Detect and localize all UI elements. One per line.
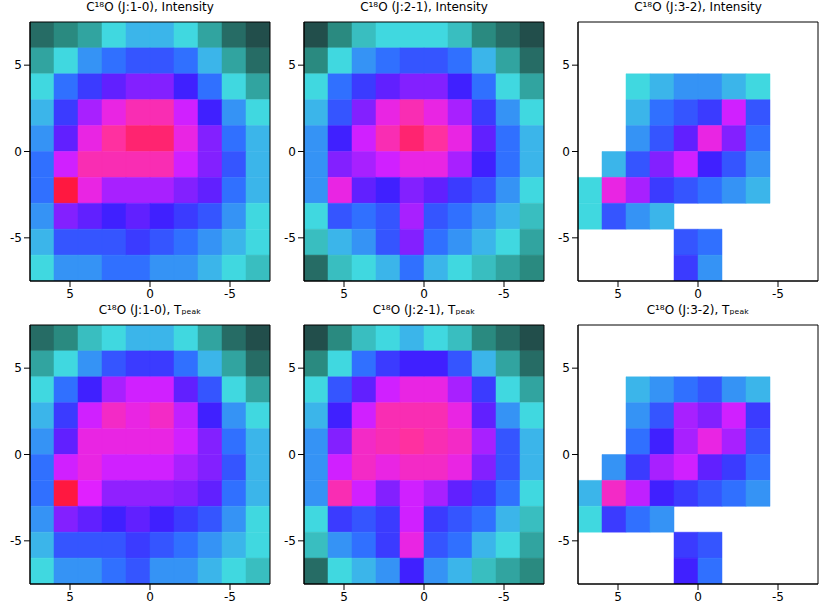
html-text:C¹⁸O (J:1-0), Tₚₑₐₖ: C¹⁸O (J:1-0), Tₚₑₐₖ [98,303,202,317]
svg-text:0: 0 [288,145,296,159]
svg-text:-5: -5 [224,590,236,604]
svg-text:0: 0 [146,590,154,604]
html-text:C¹⁸O (J:2-1), Intensity: C¹⁸O (J:2-1), Intensity [360,0,488,14]
svg-text:5: 5 [288,58,296,72]
svg-text:5: 5 [66,590,74,604]
svg-text:-5: -5 [284,231,296,245]
svg-text:-5: -5 [498,590,510,604]
svg-text:5: 5 [562,58,570,72]
html-text:C¹⁸O (J:2-1), Tₚₑₐₖ: C¹⁸O (J:2-1), Tₚₑₐₖ [372,303,476,317]
svg-text:5: 5 [14,361,22,375]
svg-text:0: 0 [146,287,154,301]
svg-text:-5: -5 [772,590,784,604]
svg-text:0: 0 [694,287,702,301]
svg-text:5: 5 [66,287,74,301]
svg-text:-5: -5 [10,231,22,245]
svg-text:5: 5 [14,58,22,72]
svg-text:0: 0 [562,448,570,462]
svg-text:-5: -5 [224,287,236,301]
svg-text:5: 5 [614,590,622,604]
html-text:C¹⁸O (J:3-2), Intensity: C¹⁸O (J:3-2), Intensity [634,0,762,14]
svg-text:-5: -5 [772,287,784,301]
svg-text:-5: -5 [498,287,510,301]
svg-text:-5: -5 [10,534,22,548]
svg-text:5: 5 [340,287,348,301]
svg-text:0: 0 [562,145,570,159]
svg-text:5: 5 [562,361,570,375]
html-text:C¹⁸O (J:3-2), Tₚₑₐₖ: C¹⁸O (J:3-2), Tₚₑₐₖ [646,303,750,317]
svg-text:-5: -5 [558,231,570,245]
svg-text:0: 0 [420,590,428,604]
svg-text:0: 0 [14,145,22,159]
svg-text:-5: -5 [558,534,570,548]
svg-text:5: 5 [614,287,622,301]
svg-text:5: 5 [340,590,348,604]
svg-text:-5: -5 [284,534,296,548]
svg-text:0: 0 [420,287,428,301]
html-text:C¹⁸O (J:1-0), Intensity: C¹⁸O (J:1-0), Intensity [86,0,214,14]
svg-text:0: 0 [288,448,296,462]
svg-text:0: 0 [14,448,22,462]
svg-text:5: 5 [288,361,296,375]
svg-text:0: 0 [694,590,702,604]
